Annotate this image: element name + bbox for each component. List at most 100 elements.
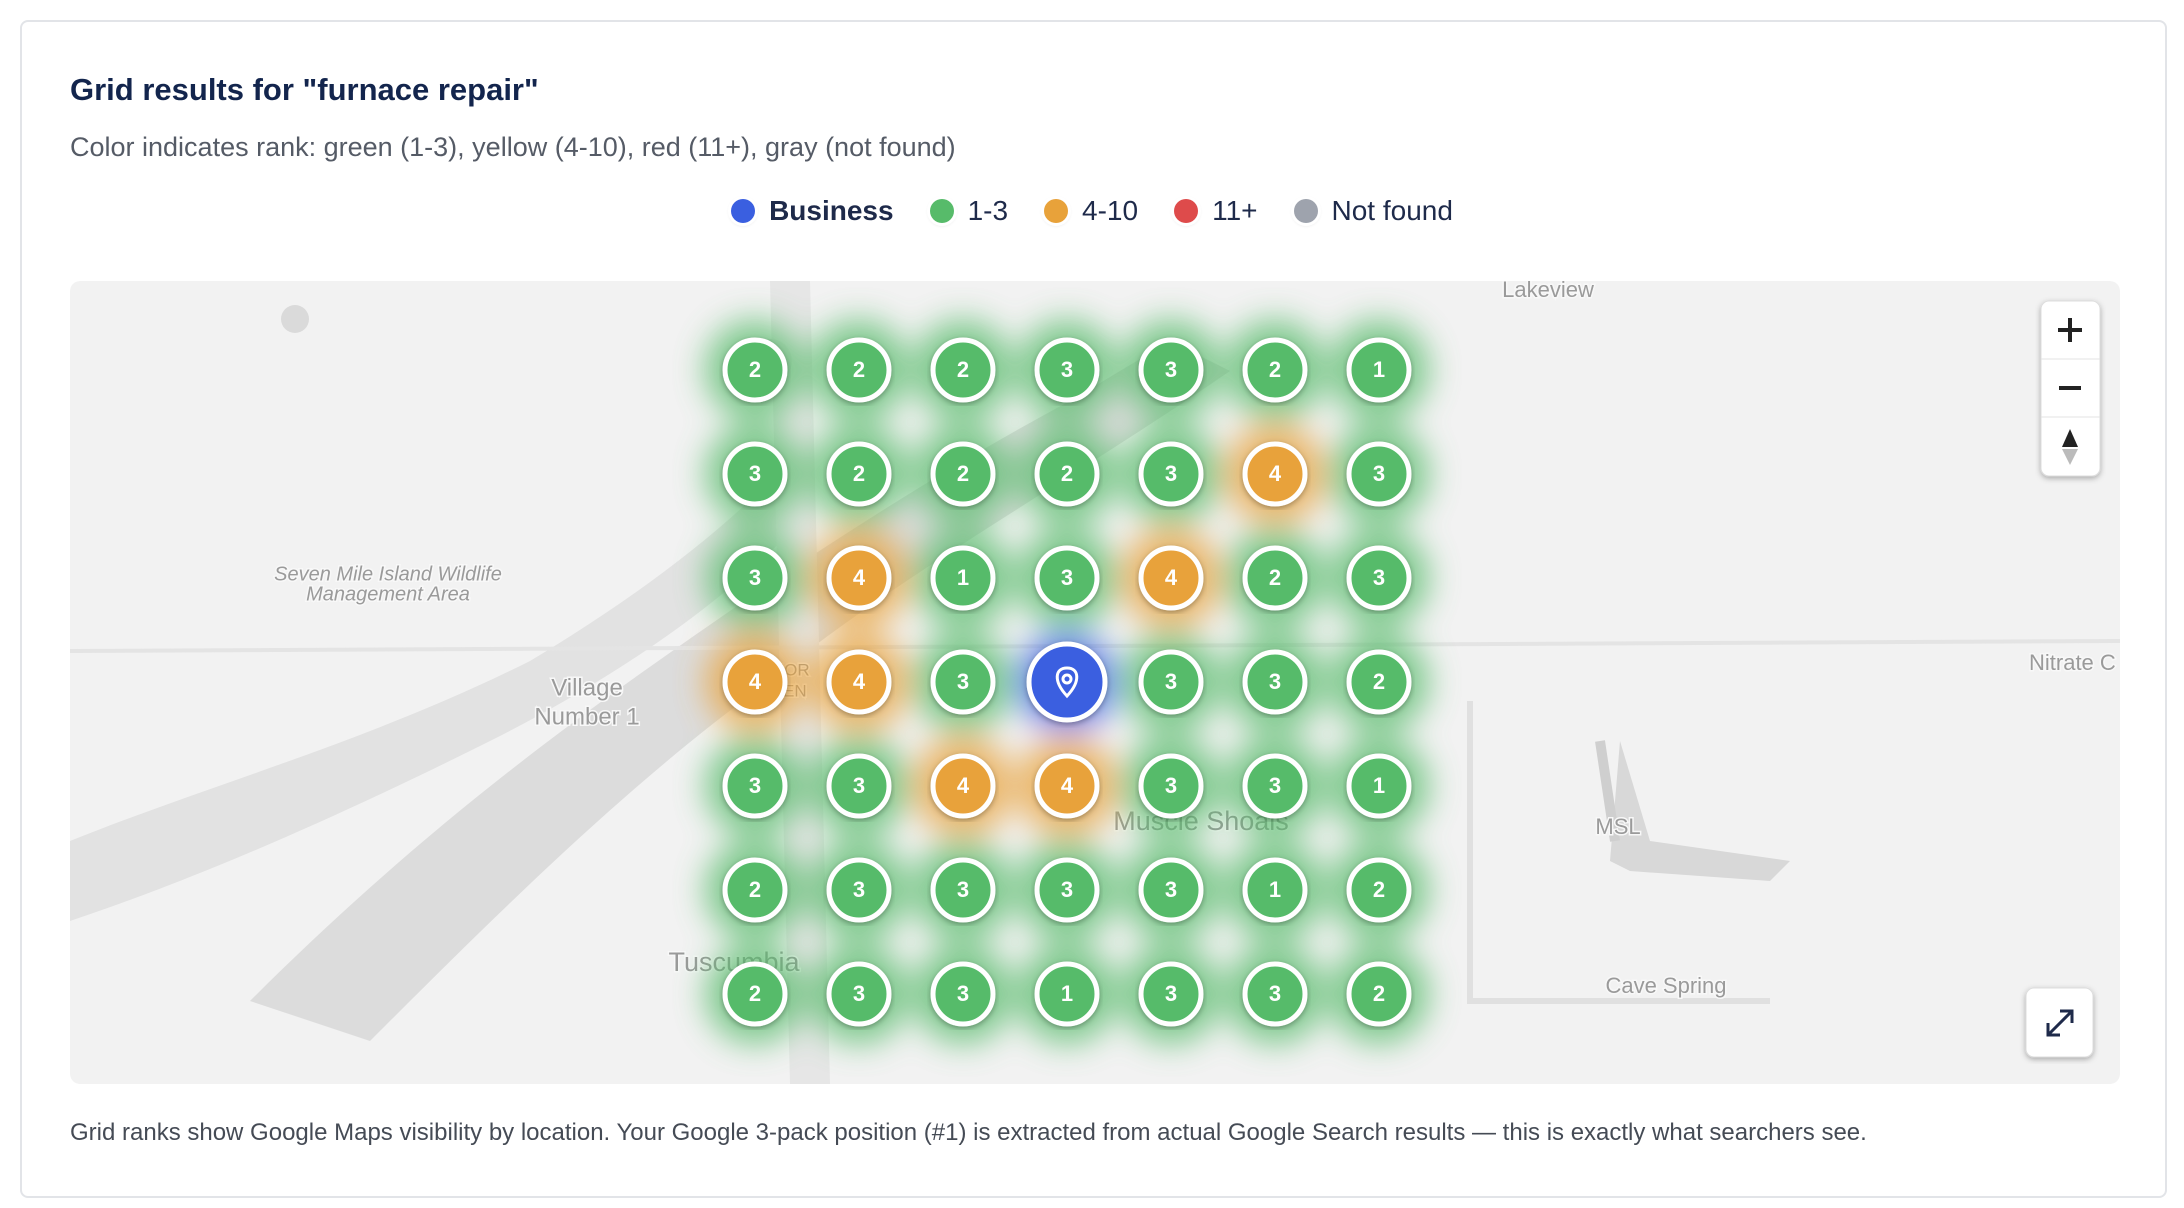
legend-item: 11+ (1174, 195, 1258, 227)
rank-cell (930, 545, 996, 611)
rank-cell (1034, 441, 1100, 507)
rank-label: 4 (853, 565, 866, 590)
rank-label: 3 (749, 461, 761, 486)
rank-cell (1138, 441, 1204, 507)
legend-dot (1044, 199, 1069, 223)
map-label: Number 1 (534, 703, 639, 730)
map-label: Seven Mile Island Wildlife (274, 563, 502, 585)
legend-label: 11+ (1212, 195, 1258, 226)
map-label: Lakeview (1502, 281, 1594, 302)
rank-grid: 2 2 2 3 3 2 1 3 2 2 2 3 4 3 3 4 1 3 4 2 3 4 4 3 3 3 2 3 3 4 4 3 3 1 2 3 3 3 3 1… (705, 320, 1429, 1044)
rank-label: 2 (1373, 669, 1385, 694)
rank-cell (826, 961, 892, 1027)
rank-label: 3 (957, 877, 969, 902)
rank-cell (722, 857, 788, 923)
card (20, 20, 2167, 1198)
rank-label: 2 (749, 357, 761, 382)
rank-label: 2 (853, 461, 865, 486)
rank-label: 3 (1165, 357, 1177, 382)
rank-label: 4 (749, 669, 762, 694)
rank-label: 4 (1269, 461, 1282, 486)
title: Grid results for "furnace repair" (70, 72, 539, 107)
rank-cell (1242, 649, 1308, 715)
legend-label: Business (769, 195, 894, 226)
rank-cell (1242, 961, 1308, 1027)
legend-label: 1-3 (967, 195, 1009, 226)
rank-cell (722, 337, 788, 403)
rank-label: 3 (1373, 565, 1385, 590)
business-pin (1055, 666, 1079, 699)
rank-cell (930, 441, 996, 507)
rank-cell (1034, 857, 1100, 923)
rank-label: 3 (1061, 357, 1073, 382)
rank-label: 4 (853, 669, 866, 694)
compass[interactable] (2062, 429, 2078, 465)
footer-note: Grid ranks show Google Maps visibility b… (70, 1119, 1867, 1146)
map-label: Cave Spring (1605, 973, 1726, 998)
map-label: Nitrate C (2029, 650, 2116, 675)
rank-label: 2 (957, 461, 969, 486)
fullscreen-button[interactable] (2025, 987, 2094, 1058)
rank-cell (826, 545, 892, 611)
rank-cell (826, 857, 892, 923)
rank-cell (1138, 545, 1204, 611)
rank-cell (826, 441, 892, 507)
map-label: Management Area (306, 583, 470, 605)
rank-cell (826, 753, 892, 819)
rank-cell (1138, 753, 1204, 819)
rank-label: 3 (853, 981, 865, 1006)
legend-label: Not found (1331, 195, 1453, 226)
legend-dot (1174, 199, 1199, 223)
legend-dot (1293, 199, 1318, 223)
rank-cell (930, 337, 996, 403)
map-label: Village (551, 674, 623, 701)
rank-label: 4 (1165, 565, 1178, 590)
legend-label: 4-10 (1082, 195, 1139, 226)
rank-label: 3 (1165, 461, 1177, 486)
legend-item: 4-10 (1044, 195, 1138, 227)
rank-label: 2 (1061, 461, 1073, 486)
rank-label: 3 (749, 565, 761, 590)
rank-label: 4 (957, 773, 970, 798)
glow-layer (705, 320, 1429, 1044)
rank-label: 3 (1373, 461, 1385, 486)
rank-label: 3 (957, 981, 969, 1006)
rank-cell (1034, 545, 1100, 611)
rank-cell (1242, 441, 1308, 507)
rank-cell (826, 337, 892, 403)
rank-label: 2 (1373, 981, 1385, 1006)
rank-label: 2 (1269, 565, 1281, 590)
rank-label: 3 (749, 773, 761, 798)
rank-label: 2 (749, 981, 761, 1006)
zoom-in[interactable] (2058, 318, 2082, 342)
rank-cell (1346, 857, 1412, 923)
rank-cell (930, 753, 996, 819)
rank-cell (930, 857, 996, 923)
legend-item: Not found (1293, 195, 1453, 227)
legend-item: Business (731, 195, 894, 227)
rank-label: 2 (957, 357, 969, 382)
rank-cell (1242, 857, 1308, 923)
legend: Business 1-3 4-10 11+ Not found (0, 195, 2184, 227)
rank-cell (930, 961, 996, 1027)
rank-cell (722, 753, 788, 819)
rank-label: 3 (1061, 565, 1073, 590)
rank-cell (826, 649, 892, 715)
subtitle: Color indicates rank: green (1-3), yello… (70, 132, 956, 162)
rank-label: 3 (957, 669, 969, 694)
rank-cell (722, 649, 788, 715)
rank-label: 3 (1269, 773, 1281, 798)
rank-label: 3 (1165, 669, 1177, 694)
rank-label: 3 (1269, 669, 1281, 694)
rank-label: 1 (1061, 981, 1073, 1006)
rank-cell (1034, 337, 1100, 403)
legend-dot (929, 199, 954, 223)
map: Lakeview Seven Mile Island WildlifeManage… (70, 281, 2120, 1084)
rank-cell (1138, 857, 1204, 923)
rank-label: 1 (1373, 773, 1385, 798)
rank-cell (1242, 545, 1308, 611)
rank-label: 1 (1269, 877, 1281, 902)
rank-cell (1138, 961, 1204, 1027)
rank-label: 3 (1165, 773, 1177, 798)
